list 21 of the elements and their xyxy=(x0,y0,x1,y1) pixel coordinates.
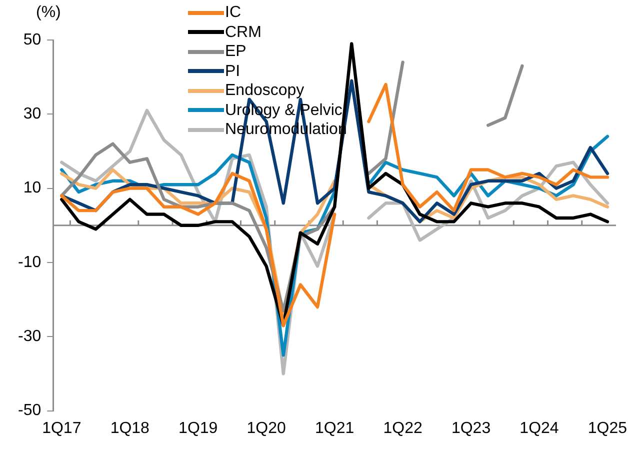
y-axis-title: (%) xyxy=(36,4,61,22)
x-tick-label: 1Q17 xyxy=(42,420,82,437)
x-tick-label: 1Q22 xyxy=(383,420,422,437)
x-tick-label: 1Q23 xyxy=(451,420,491,437)
legend-label: IC xyxy=(225,3,241,22)
x-tick-label: 1Q21 xyxy=(314,420,354,437)
legend-label: PI xyxy=(225,62,240,81)
y-tick-label: 10 xyxy=(23,180,42,197)
legend-label: CRM xyxy=(225,22,262,42)
x-tick-label: 1Q18 xyxy=(110,420,150,437)
x-tick-label: 1Q24 xyxy=(520,420,559,437)
x-tick-label: 1Q20 xyxy=(246,420,286,437)
legend-label: Endoscopy xyxy=(225,81,304,100)
y-tick-label: -50 xyxy=(18,402,42,420)
y-tick-label: 30 xyxy=(23,106,42,123)
y-tick-label: -30 xyxy=(18,328,42,346)
x-tick-label: 1Q25 xyxy=(588,420,628,437)
x-tick-label: 1Q19 xyxy=(178,420,218,437)
legend-label: EP xyxy=(225,42,246,62)
y-tick-label: 50 xyxy=(23,31,42,48)
y-tick-label: -10 xyxy=(18,254,42,271)
